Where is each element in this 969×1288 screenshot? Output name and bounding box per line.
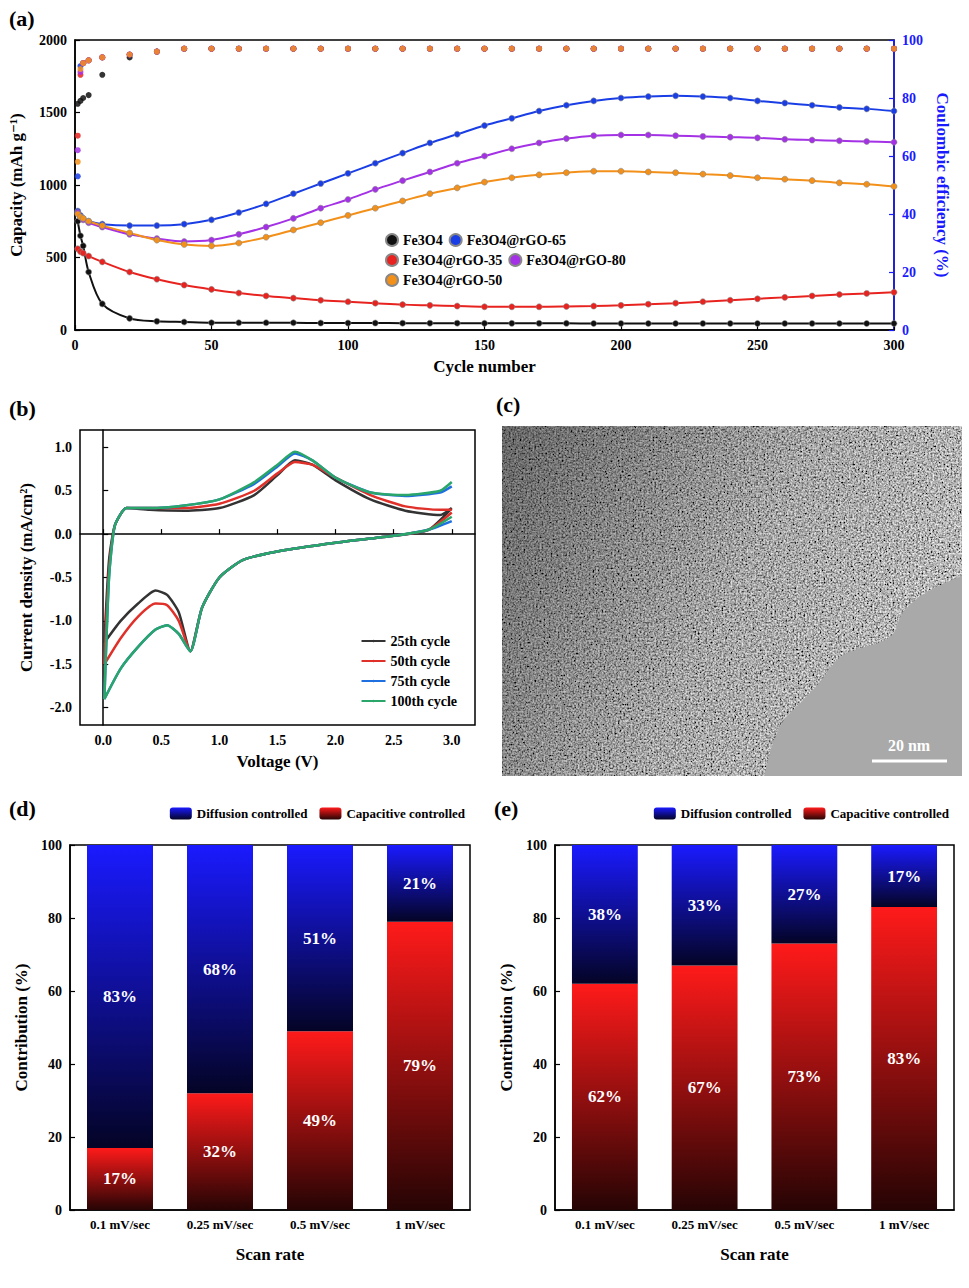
svg-text:40: 40 [533, 1057, 547, 1072]
svg-text:20: 20 [48, 1130, 62, 1145]
svg-text:Voltage (V): Voltage (V) [237, 752, 319, 771]
svg-text:100: 100 [41, 838, 62, 853]
svg-text:3.0: 3.0 [443, 733, 461, 748]
svg-text:0.25 mV/sec: 0.25 mV/sec [187, 1217, 254, 1232]
svg-text:60: 60 [533, 984, 547, 999]
svg-text:38%: 38% [588, 905, 622, 924]
svg-text:Fe3O4: Fe3O4 [403, 233, 443, 248]
svg-text:Fe3O4@rGO-65: Fe3O4@rGO-65 [467, 233, 566, 248]
svg-text:(b): (b) [9, 396, 36, 421]
svg-text:2.0: 2.0 [327, 733, 345, 748]
svg-text:79%: 79% [403, 1056, 437, 1075]
svg-text:17%: 17% [103, 1169, 137, 1188]
svg-text:73%: 73% [787, 1067, 821, 1086]
svg-text:Contribution (%): Contribution (%) [497, 964, 516, 1092]
svg-text:0.1 mV/sec: 0.1 mV/sec [575, 1217, 635, 1232]
svg-text:Capacity (mAh g⁻¹): Capacity (mAh g⁻¹) [7, 113, 26, 256]
svg-text:100: 100 [338, 338, 359, 353]
svg-text:20 nm: 20 nm [888, 737, 931, 754]
svg-text:Contribution (%): Contribution (%) [12, 964, 31, 1092]
svg-text:0.5 mV/sec: 0.5 mV/sec [290, 1217, 350, 1232]
svg-text:0: 0 [72, 338, 79, 353]
svg-text:33%: 33% [688, 896, 722, 915]
svg-text:0: 0 [902, 323, 909, 338]
svg-text:0: 0 [60, 323, 67, 338]
svg-text:2.5: 2.5 [385, 733, 403, 748]
svg-text:Capacitive controlled: Capacitive controlled [830, 806, 949, 821]
svg-text:20: 20 [902, 265, 916, 280]
svg-text:25th cycle: 25th cycle [391, 634, 450, 649]
svg-text:1500: 1500 [39, 105, 67, 120]
svg-text:150: 150 [474, 338, 495, 353]
svg-text:-2.0: -2.0 [50, 700, 72, 715]
svg-text:50th cycle: 50th cycle [391, 654, 450, 669]
svg-text:Capacitive controlled: Capacitive controlled [346, 806, 465, 821]
svg-text:1.0: 1.0 [211, 733, 229, 748]
svg-text:49%: 49% [303, 1111, 337, 1130]
svg-text:0: 0 [540, 1203, 547, 1218]
svg-text:2000: 2000 [39, 33, 67, 48]
svg-text:32%: 32% [203, 1142, 237, 1161]
html-text:(c): (c) [496, 392, 521, 417]
svg-text:Fe3O4@rGO-80: Fe3O4@rGO-80 [526, 253, 625, 268]
svg-text:40: 40 [902, 207, 916, 222]
svg-text:40: 40 [48, 1057, 62, 1072]
svg-text:(a): (a) [9, 6, 35, 31]
svg-text:80: 80 [48, 911, 62, 926]
svg-text:62%: 62% [588, 1087, 622, 1106]
svg-text:67%: 67% [688, 1078, 722, 1097]
svg-text:1 mV/sec: 1 mV/sec [879, 1217, 929, 1232]
svg-text:0.5 mV/sec: 0.5 mV/sec [774, 1217, 834, 1232]
svg-text:Diffusion controlled: Diffusion controlled [197, 806, 308, 821]
svg-text:50: 50 [205, 338, 219, 353]
svg-text:100: 100 [902, 33, 923, 48]
svg-text:200: 200 [611, 338, 632, 353]
svg-text:20: 20 [533, 1130, 547, 1145]
svg-text:0.5: 0.5 [153, 733, 171, 748]
svg-text:17%: 17% [887, 867, 921, 886]
svg-text:0.0: 0.0 [94, 733, 112, 748]
svg-text:Cycle number: Cycle number [433, 357, 536, 376]
svg-text:100: 100 [526, 838, 547, 853]
svg-text:51%: 51% [303, 929, 337, 948]
svg-text:60: 60 [902, 149, 916, 164]
svg-text:21%: 21% [403, 874, 437, 893]
svg-text:250: 250 [747, 338, 768, 353]
svg-text:Fe3O4@rGO-50: Fe3O4@rGO-50 [403, 273, 502, 288]
svg-text:0.1 mV/sec: 0.1 mV/sec [90, 1217, 150, 1232]
svg-text:Scan rate: Scan rate [720, 1245, 789, 1264]
svg-text:83%: 83% [887, 1049, 921, 1068]
svg-text:1.0: 1.0 [55, 440, 73, 455]
svg-text:1000: 1000 [39, 178, 67, 193]
svg-text:0.25 mV/sec: 0.25 mV/sec [671, 1217, 738, 1232]
svg-text:(e): (e) [494, 796, 518, 821]
svg-text:300: 300 [884, 338, 905, 353]
svg-text:60: 60 [48, 984, 62, 999]
svg-text:80: 80 [533, 911, 547, 926]
svg-text:Diffusion controlled: Diffusion controlled [681, 806, 792, 821]
svg-text:68%: 68% [203, 960, 237, 979]
svg-text:(d): (d) [9, 796, 36, 821]
svg-text:-1.0: -1.0 [50, 613, 72, 628]
svg-text:0: 0 [55, 1203, 62, 1218]
svg-text:0.0: 0.0 [55, 527, 73, 542]
svg-text:100th cycle: 100th cycle [391, 694, 457, 709]
svg-text:Current density (mA/cm²): Current density (mA/cm²) [17, 483, 36, 672]
svg-text:83%: 83% [103, 987, 137, 1006]
svg-text:-1.5: -1.5 [50, 657, 72, 672]
svg-text:-0.5: -0.5 [50, 570, 72, 585]
svg-text:0.5: 0.5 [55, 483, 73, 498]
svg-text:500: 500 [46, 250, 67, 265]
svg-text:Fe3O4@rGO-35: Fe3O4@rGO-35 [403, 253, 502, 268]
svg-text:75th cycle: 75th cycle [391, 674, 450, 689]
svg-text:27%: 27% [787, 885, 821, 904]
svg-text:Coulombic efficiency (%): Coulombic efficiency (%) [933, 92, 952, 277]
svg-text:1 mV/sec: 1 mV/sec [395, 1217, 445, 1232]
svg-text:Scan rate: Scan rate [236, 1245, 305, 1264]
svg-text:80: 80 [902, 91, 916, 106]
svg-text:1.5: 1.5 [269, 733, 287, 748]
